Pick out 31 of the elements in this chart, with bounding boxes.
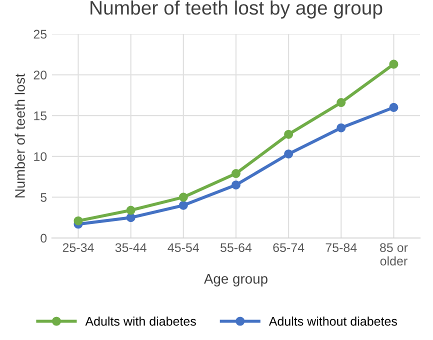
x-tick-label: 35-44 xyxy=(115,243,146,252)
chart-title: Number of teeth lost by age group xyxy=(90,0,382,19)
legend-label: Adults without diabetes xyxy=(268,316,397,326)
point xyxy=(336,123,346,132)
x-tick-label: 85 or older xyxy=(380,243,408,266)
x-tick-label: 65-74 xyxy=(273,243,304,252)
point xyxy=(126,213,136,222)
x-tick-label: 25-34 xyxy=(62,243,94,252)
point xyxy=(178,192,188,202)
point xyxy=(178,200,188,210)
point xyxy=(74,216,83,226)
point xyxy=(336,98,346,108)
x-tick-label: 55-64 xyxy=(220,243,252,252)
point xyxy=(284,149,294,158)
y-tick-label: 25 xyxy=(34,30,47,39)
y-tick-label: 10 xyxy=(34,152,47,162)
x-tick-label: 75-84 xyxy=(326,243,357,252)
y-tick-label: 0 xyxy=(40,234,47,243)
point xyxy=(389,60,398,69)
x-tick-label: 45-54 xyxy=(168,243,200,252)
y-tick-label: 20 xyxy=(34,70,47,80)
x-axis-title: Age group xyxy=(204,274,268,286)
point xyxy=(284,130,294,139)
point xyxy=(126,206,136,215)
point xyxy=(389,102,398,112)
y-tick-label: 5 xyxy=(40,193,47,202)
y-axis-title: Number of teeth lost xyxy=(14,74,25,198)
point xyxy=(231,180,240,190)
y-tick-label: 15 xyxy=(34,112,47,120)
legend-label: Adults with diabetes xyxy=(85,316,196,326)
point xyxy=(231,169,240,178)
